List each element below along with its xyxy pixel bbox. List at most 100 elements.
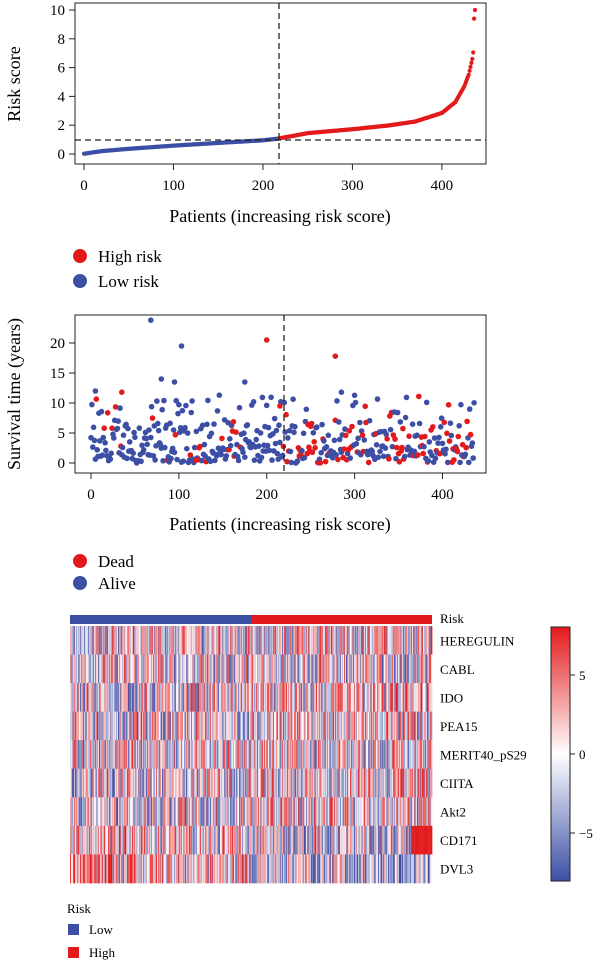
- heatmap-cell: [122, 626, 124, 655]
- heatmap-cell: [211, 626, 213, 655]
- heatmap-cell: [176, 626, 178, 655]
- heatmap-cell: [335, 797, 337, 827]
- heatmap-cell: [364, 626, 366, 655]
- heatmap-cell: [113, 854, 115, 884]
- heatmap-cell: [321, 654, 323, 684]
- heatmap-cell: [75, 740, 77, 770]
- heatmap-cell: [150, 768, 152, 798]
- heatmap-cell: [177, 740, 179, 770]
- heatmap-cell: [206, 797, 208, 827]
- heatmap-cell: [113, 854, 116, 884]
- heatmap-cell: [256, 626, 258, 655]
- heatmap-cell: [375, 626, 377, 655]
- heatmap-cell: [149, 854, 151, 884]
- heatmap-cell: [81, 797, 83, 827]
- heatmap-cell: [181, 683, 184, 712]
- survival-point: [182, 424, 188, 431]
- heatmap-cell: [195, 768, 197, 798]
- heatmap-cell: [347, 626, 349, 655]
- heatmap-cell: [279, 654, 281, 684]
- heatmap-cell: [90, 711, 92, 741]
- heatmap-cell: [236, 626, 238, 655]
- heatmap-cell: [171, 768, 173, 798]
- heatmap-cell: [151, 683, 153, 712]
- heatmap-cell: [103, 825, 105, 855]
- heatmap-cell: [370, 797, 372, 827]
- heatmap-cell: [277, 711, 279, 741]
- heatmap-cell: [383, 711, 385, 741]
- heatmap-cell: [108, 854, 110, 884]
- heatmap-cell: [233, 825, 235, 855]
- heatmap-cell: [138, 711, 140, 741]
- heatmap-cell: [299, 797, 301, 827]
- heatmap-cell: [396, 854, 398, 884]
- heatmap-cell: [225, 626, 227, 655]
- heatmap-cell: [350, 711, 352, 741]
- heatmap-cell: [234, 854, 237, 884]
- survival-point: [387, 426, 394, 433]
- heatmap-cell: [273, 626, 275, 655]
- heatmap-cell: [208, 797, 210, 827]
- heatmap-cell: [306, 683, 309, 712]
- heatmap-cell: [85, 797, 87, 827]
- heatmap-cell: [205, 797, 208, 827]
- heatmap-cell: [265, 768, 267, 798]
- heatmap-cell: [186, 683, 188, 712]
- survival-point: [336, 419, 342, 425]
- heatmap-cell: [220, 854, 222, 884]
- heatmap-cell: [395, 740, 397, 770]
- heatmap-cell: [368, 626, 370, 655]
- heatmap-cell: [124, 768, 126, 798]
- heatmap-cell: [153, 768, 155, 798]
- survival-point: [201, 441, 208, 448]
- heatmap-cell: [316, 797, 319, 827]
- heatmap-cell: [178, 626, 180, 655]
- heatmap-cell: [314, 797, 316, 827]
- survival-point: [269, 457, 275, 463]
- heatmap-cell: [345, 654, 348, 684]
- heatmap-cell: [220, 711, 222, 741]
- heatmap-cell: [88, 683, 90, 712]
- heatmap-cell: [175, 740, 177, 770]
- heatmap-cell: [362, 740, 364, 770]
- heatmap-cell: [410, 740, 412, 770]
- heatmap-cell: [92, 797, 94, 827]
- heatmap-cell: [369, 768, 371, 798]
- heatmap-cell: [185, 740, 188, 770]
- heatmap-cell: [331, 683, 333, 712]
- risk-point: [466, 72, 471, 77]
- heatmap-cell: [250, 626, 252, 655]
- heatmap-cell: [158, 654, 160, 684]
- heatmap-cell: [300, 768, 302, 798]
- heatmap-cell: [163, 711, 165, 741]
- heatmap-cell: [286, 825, 288, 855]
- heatmap-cell: [88, 854, 90, 884]
- heatmap-cell: [93, 854, 95, 884]
- heatmap-cell: [344, 626, 346, 655]
- heatmap-cell: [347, 711, 349, 741]
- heatmap-cell: [412, 797, 414, 827]
- heatmap-cell: [235, 626, 237, 655]
- heatmap-cell: [368, 825, 370, 855]
- heatmap-cell: [236, 768, 238, 798]
- heatmap-cell: [137, 854, 140, 884]
- heatmap-cell: [398, 825, 400, 855]
- heatmap-cell: [118, 854, 120, 884]
- heatmap-cell: [187, 740, 189, 770]
- heatmap-cell: [165, 683, 167, 712]
- heatmap-cell: [428, 683, 430, 712]
- survival-point: [312, 445, 318, 451]
- heatmap-cell: [296, 797, 298, 827]
- heatmap-cell: [78, 825, 80, 855]
- heatmap-cell: [106, 740, 108, 770]
- heatmap-cell: [345, 797, 347, 827]
- heatmap-cell: [76, 626, 78, 655]
- heatmap-cell: [156, 683, 158, 712]
- heatmap-cell: [263, 654, 265, 684]
- heatmap-cell: [410, 797, 412, 827]
- heatmap-cell: [70, 626, 73, 655]
- survival-point: [373, 442, 380, 448]
- heatmap-cell: [306, 825, 309, 855]
- heatmap-cell: [335, 854, 337, 884]
- heatmap-cell: [152, 797, 154, 827]
